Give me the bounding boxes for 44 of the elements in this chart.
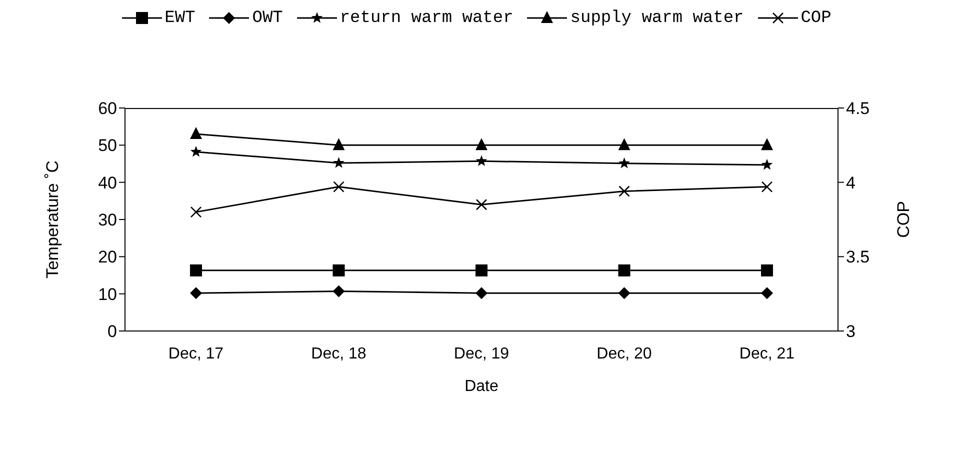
x-axis-title: Date bbox=[464, 378, 498, 395]
y-tick-label: 0 bbox=[108, 322, 117, 342]
point bbox=[190, 127, 202, 140]
point bbox=[618, 287, 630, 300]
x-tick-label: Dec, 21 bbox=[739, 345, 795, 362]
legend-label: supply warm water bbox=[570, 8, 744, 28]
point bbox=[618, 264, 630, 276]
y-tick-label: 50 bbox=[98, 136, 117, 156]
y-tick-label: 40 bbox=[98, 173, 117, 192]
y-tick-label: 30 bbox=[98, 210, 117, 230]
y-axis-title: Temperature ˚C bbox=[43, 160, 62, 279]
point bbox=[190, 287, 202, 300]
point bbox=[333, 157, 344, 168]
point bbox=[618, 138, 630, 150]
y2-axis-title: COP bbox=[894, 201, 914, 238]
y-tick-label: 60 bbox=[98, 99, 117, 118]
point bbox=[332, 138, 345, 150]
legend-label: COP bbox=[800, 8, 832, 28]
point bbox=[332, 264, 345, 276]
point bbox=[761, 158, 773, 170]
x-tick-label: Dec, 17 bbox=[168, 345, 224, 362]
point bbox=[476, 287, 488, 300]
point bbox=[761, 287, 773, 300]
point bbox=[190, 264, 202, 276]
point bbox=[476, 264, 488, 276]
x-tick-label: Dec, 19 bbox=[454, 345, 510, 362]
point bbox=[761, 138, 773, 150]
x-tick-label: Dec, 20 bbox=[596, 345, 652, 362]
y2-tick-label: 3.5 bbox=[846, 248, 870, 267]
legend-label: return warm water bbox=[340, 8, 514, 28]
point bbox=[476, 138, 488, 150]
point bbox=[476, 155, 488, 166]
point bbox=[618, 157, 630, 168]
y2-tick-label: 4 bbox=[846, 173, 856, 192]
y-tick-label: 20 bbox=[98, 248, 117, 267]
point bbox=[761, 264, 773, 276]
x-tick-label: Dec, 18 bbox=[311, 345, 366, 362]
point bbox=[190, 146, 202, 157]
y2-tick-label: 4.5 bbox=[846, 99, 870, 118]
y2-tick-label: 3 bbox=[846, 322, 856, 342]
y-tick-label: 10 bbox=[98, 284, 117, 304]
legend-label: OWT bbox=[252, 8, 283, 28]
legend-label: EWT bbox=[164, 8, 196, 28]
point bbox=[332, 285, 345, 298]
